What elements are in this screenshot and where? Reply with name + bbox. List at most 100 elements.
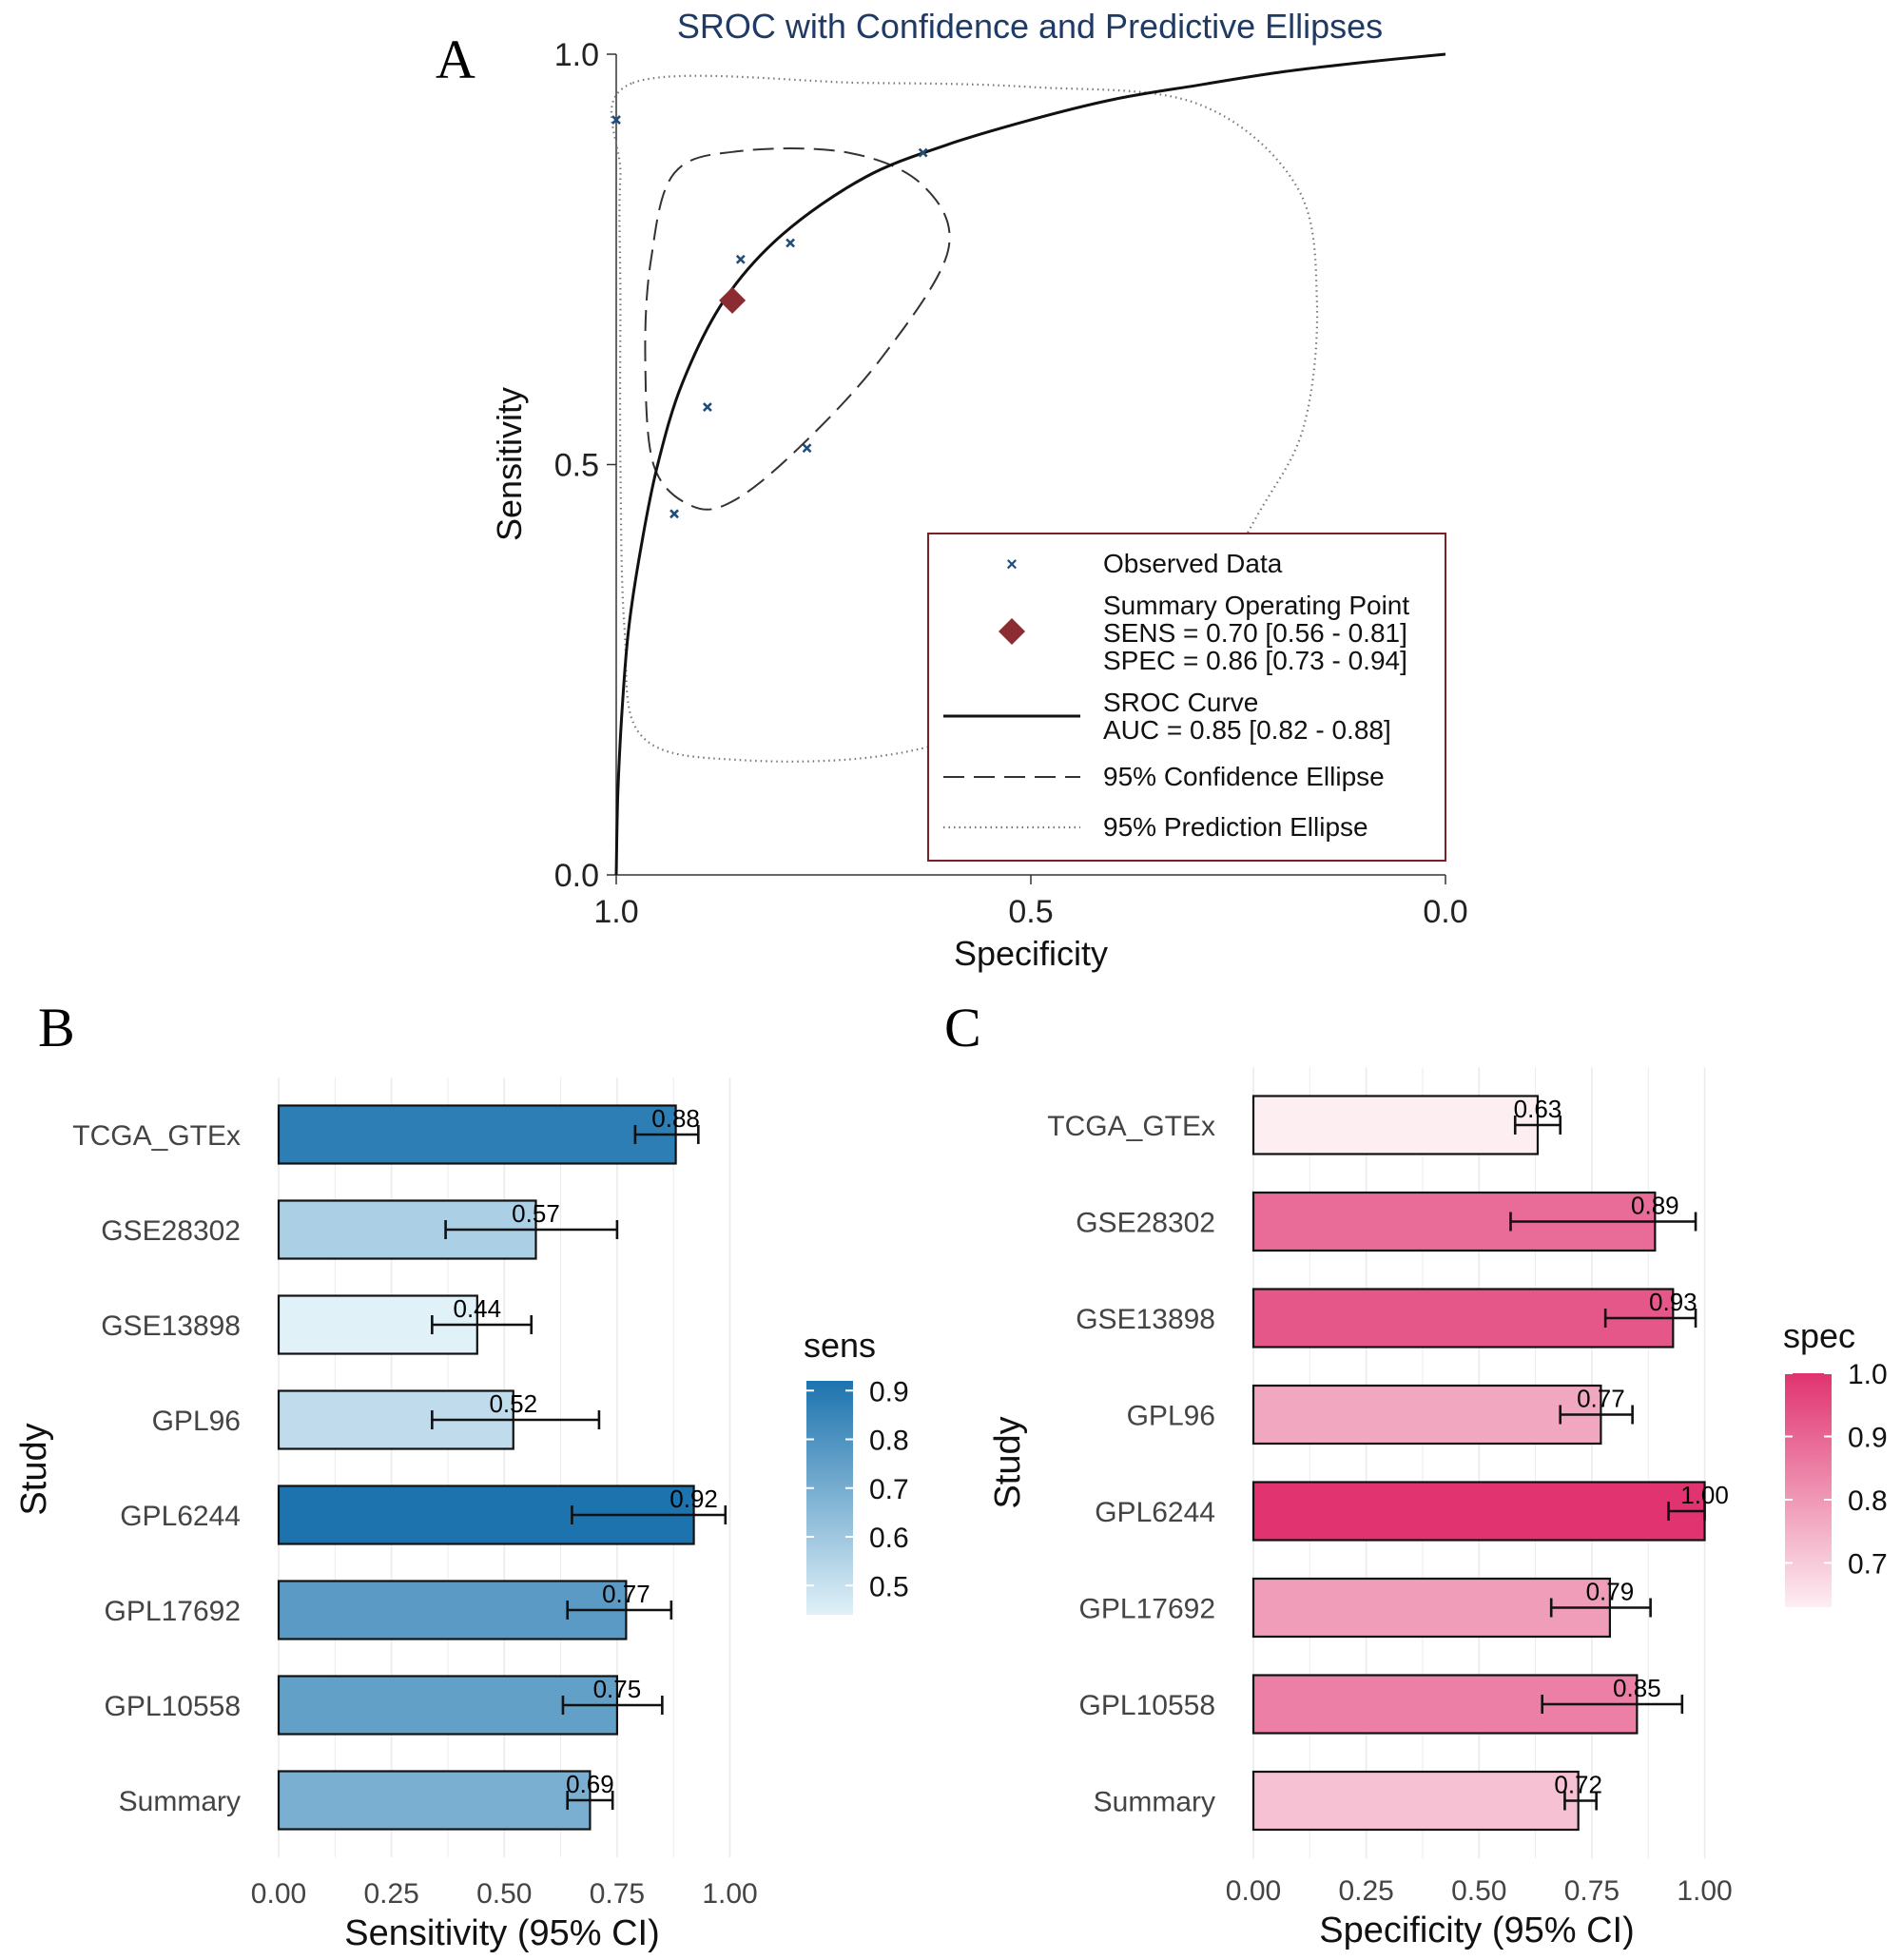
value-label-gpl17692: 0.79 — [1586, 1578, 1635, 1606]
legend-curve-auc: AUC = 0.85 [0.82 - 0.88] — [1103, 715, 1391, 745]
legend-observed-icon: × — [1006, 554, 1018, 575]
sroc-y-tick-label: 0.0 — [554, 858, 599, 894]
value-label-gpl10558: 0.75 — [593, 1675, 642, 1703]
observed-data-point — [802, 443, 812, 454]
error-bar-summary — [566, 1791, 614, 1810]
error-bar-gpl10558 — [1541, 1695, 1684, 1714]
b-colorbar-tick-label: 0.7 — [869, 1474, 909, 1505]
sensitivity-x-axis-title: Sensitivity (95% CI) — [344, 1913, 660, 1953]
observed-data-point — [611, 115, 621, 125]
error-bar-gpl96 — [431, 1410, 601, 1429]
value-label-tcga-gtex: 0.88 — [651, 1104, 700, 1133]
error-bar-gse13898 — [431, 1315, 533, 1334]
value-label-gpl6244: 0.92 — [669, 1485, 718, 1513]
c-colorbar-tick-label: 0.9 — [1848, 1422, 1888, 1453]
spec-legend-title: spec — [1783, 1316, 1855, 1355]
error-bar-gse13898 — [1603, 1309, 1697, 1328]
bar-tcga-gtex — [1251, 1095, 1540, 1155]
legend-prediction-label: 95% Prediction Ellipse — [1103, 812, 1368, 842]
value-label-gse28302: 0.57 — [512, 1199, 560, 1228]
legend-confidence-label: 95% Confidence Ellipse — [1103, 762, 1385, 791]
observed-data-point — [735, 254, 746, 264]
category-label-gpl6244: GPL6244 — [120, 1501, 241, 1532]
category-label-summary: Summary — [1094, 1787, 1215, 1818]
error-bar-gse28302 — [1509, 1212, 1697, 1232]
value-label-gpl96: 0.52 — [489, 1389, 537, 1418]
legend-observed-label: Observed Data — [1103, 549, 1283, 578]
category-label-gpl6244: GPL6244 — [1095, 1497, 1215, 1528]
error-bar-gse28302 — [444, 1220, 619, 1239]
legend-summary-spec: SPEC = 0.86 [0.73 - 0.94] — [1103, 646, 1407, 675]
c-colorbar-tick-label: 0.7 — [1848, 1548, 1888, 1580]
sroc-title: SROC with Confidence and Predictive Elli… — [677, 7, 1383, 46]
sroc-y-tick-label: 1.0 — [554, 37, 599, 73]
value-label-gpl17692: 0.77 — [602, 1580, 650, 1608]
panel-letter-b: B — [38, 997, 75, 1058]
value-label-gpl10558: 0.85 — [1613, 1674, 1661, 1702]
sroc-x-tick-label: 0.5 — [1008, 894, 1053, 930]
legend-summary-diamond-icon — [999, 618, 1025, 645]
error-bar-gpl96 — [1559, 1405, 1634, 1425]
error-bar-gpl17692 — [1549, 1598, 1652, 1618]
category-label-gse28302: GSE28302 — [101, 1215, 241, 1247]
legend-curve-title: SROC Curve — [1103, 688, 1258, 717]
error-bar-summary — [1563, 1791, 1598, 1811]
c-x-tick-label: 0.75 — [1564, 1875, 1620, 1907]
value-label-gse28302: 0.89 — [1631, 1192, 1679, 1220]
sroc-x-axis-title: Specificity — [954, 934, 1108, 973]
sroc-panel: SROC with Confidence and Predictive Elli… — [490, 7, 1468, 973]
error-bar-gpl17692 — [566, 1601, 673, 1620]
panel-letter-a: A — [436, 29, 475, 90]
legend-summary-title: Summary Operating Point — [1103, 591, 1409, 620]
error-bar-gpl10558 — [561, 1696, 664, 1715]
sens-legend-title: sens — [804, 1326, 876, 1365]
legend-summary-sens: SENS = 0.70 [0.56 - 0.81] — [1103, 618, 1407, 648]
category-label-gpl17692: GPL17692 — [1079, 1594, 1215, 1625]
value-label-tcga-gtex: 0.63 — [1514, 1095, 1562, 1123]
category-label-gpl10558: GPL10558 — [105, 1691, 241, 1722]
b-x-tick-label: 0.50 — [476, 1878, 532, 1910]
b-x-tick-label: 1.00 — [702, 1878, 757, 1910]
b-colorbar-tick-label: 0.8 — [869, 1426, 909, 1457]
c-x-tick-label: 1.00 — [1677, 1875, 1732, 1907]
specificity-x-axis-title: Specificity (95% CI) — [1319, 1911, 1635, 1950]
bar-gpl96 — [1251, 1384, 1602, 1446]
category-label-gse13898: GSE13898 — [101, 1310, 241, 1342]
error-bar-gpl6244 — [1667, 1502, 1706, 1521]
sensitivity-y-axis-title: Study — [14, 1423, 54, 1515]
b-x-tick-label: 0.25 — [363, 1878, 418, 1910]
sroc-y-axis-title: Sensitivity — [490, 387, 529, 541]
bar-gse13898 — [1251, 1288, 1675, 1349]
sroc-curve — [614, 52, 1446, 876]
sensitivity-bar-panel: 0.88 TCGA_GTEx 0.57 GSE28302 0.44 GSE13898 0.5… — [14, 1077, 909, 1953]
b-colorbar-tick-label: 0.6 — [869, 1523, 909, 1554]
category-label-gpl96: GPL96 — [152, 1406, 241, 1437]
c-colorbar-tick-label: 0.8 — [1848, 1485, 1888, 1517]
bar-summary — [277, 1770, 592, 1831]
value-label-gpl6244: 1.00 — [1680, 1481, 1729, 1509]
sroc-legend: × Observed Data Summary Operating Point … — [927, 533, 1446, 862]
c-x-tick-label: 0.00 — [1226, 1875, 1281, 1907]
error-bar-tcga-gtex — [1513, 1116, 1562, 1135]
confidence-ellipse — [644, 147, 951, 511]
category-label-tcga-gtex: TCGA_GTEx — [72, 1120, 241, 1152]
category-label-gpl96: GPL96 — [1127, 1401, 1215, 1432]
bar-gpl10558 — [277, 1675, 619, 1736]
sroc-x-tick-label: 0.0 — [1423, 894, 1467, 930]
specificity-bar-panel: 0.63 TCGA_GTEx 0.89 GSE28302 0.93 GSE13898 0.7… — [988, 1067, 1888, 1950]
category-label-gse13898: GSE13898 — [1076, 1304, 1215, 1335]
error-bar-gpl6244 — [571, 1505, 727, 1524]
sroc-y-tick-label: 0.5 — [554, 448, 599, 484]
bar-gpl6244 — [1251, 1481, 1706, 1542]
sroc-x-tick-label: 1.0 — [593, 894, 638, 930]
b-x-tick-label: 0.75 — [590, 1878, 645, 1910]
value-label-gse13898: 0.44 — [453, 1294, 501, 1323]
c-colorbar-tick-label: 1.0 — [1848, 1359, 1888, 1390]
value-label-gse13898: 0.93 — [1649, 1288, 1697, 1316]
error-bar-tcga-gtex — [633, 1125, 700, 1144]
bar-tcga-gtex — [277, 1104, 677, 1165]
category-label-summary: Summary — [119, 1786, 241, 1817]
spec-colorbar — [1785, 1373, 1832, 1607]
value-label-gpl96: 0.77 — [1577, 1385, 1625, 1413]
